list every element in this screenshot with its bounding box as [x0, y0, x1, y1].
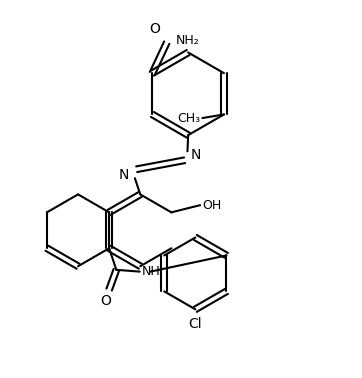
Text: NH₂: NH₂ — [176, 34, 199, 47]
Text: NH: NH — [142, 265, 160, 278]
Text: O: O — [100, 294, 111, 308]
Text: N: N — [191, 148, 201, 162]
Text: O: O — [149, 22, 160, 36]
Text: N: N — [119, 167, 130, 182]
Text: Cl: Cl — [189, 316, 202, 330]
Text: CH₃: CH₃ — [177, 112, 201, 125]
Text: OH: OH — [202, 199, 221, 212]
